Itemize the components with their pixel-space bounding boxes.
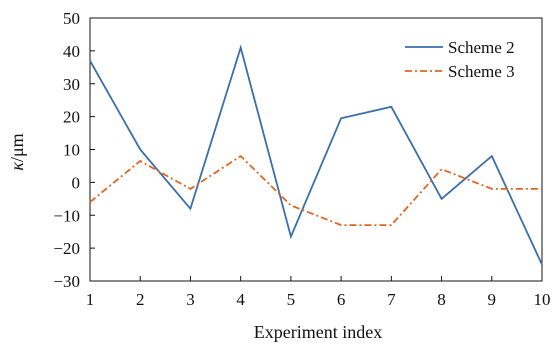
x-tick-label: 7 (387, 290, 396, 309)
legend-label-1: Scheme 2 (448, 38, 515, 57)
series-lines (89, 44, 543, 265)
y-tick-label: 10 (63, 141, 80, 160)
y-tick-label: 40 (63, 42, 80, 61)
y-tick-label: 0 (72, 173, 81, 192)
plot-frame (89, 17, 543, 282)
y-tick-label: 30 (63, 75, 80, 94)
x-tick-label: 8 (437, 290, 446, 309)
x-tick-label: 4 (236, 290, 245, 309)
x-tick-label: 9 (488, 290, 497, 309)
legend: Scheme 2 Scheme 3 (405, 38, 515, 81)
x-tick-label: 5 (287, 290, 296, 309)
x-tick-label: 3 (186, 290, 195, 309)
legend-label-2: Scheme 3 (448, 62, 515, 81)
x-tick-label: 6 (337, 290, 346, 309)
y-axis-title-symbol: κ (7, 162, 27, 171)
series-line-2 (89, 154, 542, 227)
y-tick-label: −10 (53, 206, 80, 225)
x-tick-label: 10 (534, 290, 551, 309)
x-tick-label: 1 (86, 290, 95, 309)
y-tick-label: −30 (53, 272, 80, 291)
y-tick-label: 50 (63, 9, 80, 28)
ticks: −30 −20 −10 0 10 20 30 40 50 1 2 3 4 5 6 7 8 9 10 (53, 9, 550, 309)
series-line-1 (89, 44, 543, 265)
y-axis-title: κ/μm (7, 133, 27, 170)
y-tick-label: 20 (63, 108, 80, 127)
x-axis-title: Experiment index (254, 322, 382, 342)
x-tick-label: 2 (136, 290, 145, 309)
y-axis-title-unit: /μm (7, 133, 27, 162)
y-tick-label: −20 (53, 239, 80, 258)
axes (89, 17, 543, 282)
